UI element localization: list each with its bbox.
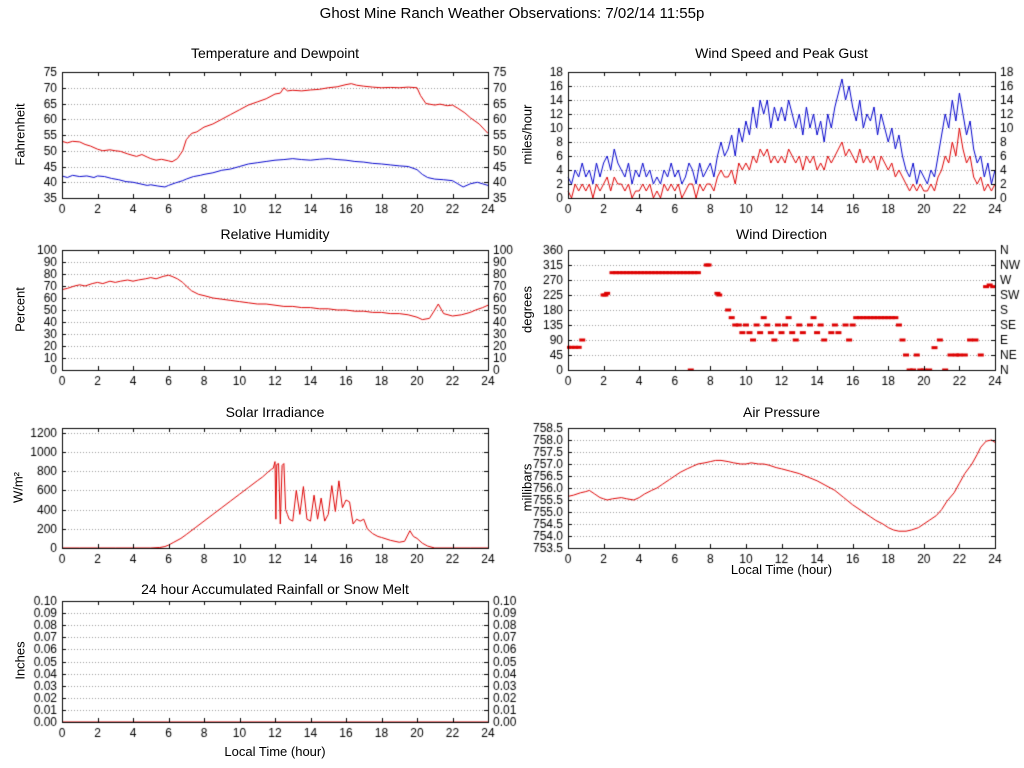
y-axis-label-inches: Inches [12,641,28,680]
chart-title-wind-speed-gust: Wind Speed and Peak Gust [695,45,868,61]
chart-title-rainfall: 24 hour Accumulated Rainfall or Snow Mel… [141,581,409,597]
chart-title-temperature-dewpoint: Temperature and Dewpoint [190,45,360,61]
y-axis-label-miles-per-hour: miles/hour [519,104,535,165]
y-axis-label-fahrenheit: Fahrenheit [12,103,28,166]
y-axis-label-degrees: degrees [519,286,535,333]
y-axis-label-watts-per-m2: W/m² [10,471,26,504]
x-axis-label-rainfall-local-time: Local Time (hour) [224,744,326,759]
chart-title-air-pressure: Air Pressure [742,404,821,420]
y-axis-label-millibars: millibars [519,463,535,512]
chart-title-wind-direction: Wind Direction [735,226,828,242]
x-axis-label-pressure-local-time: Local Time (hour) [730,562,833,577]
y-axis-label-percent: Percent [12,287,28,332]
chart-title-solar-irradiance: Solar Irradiance [225,404,325,420]
chart-title-relative-humidity: Relative Humidity [220,226,330,242]
